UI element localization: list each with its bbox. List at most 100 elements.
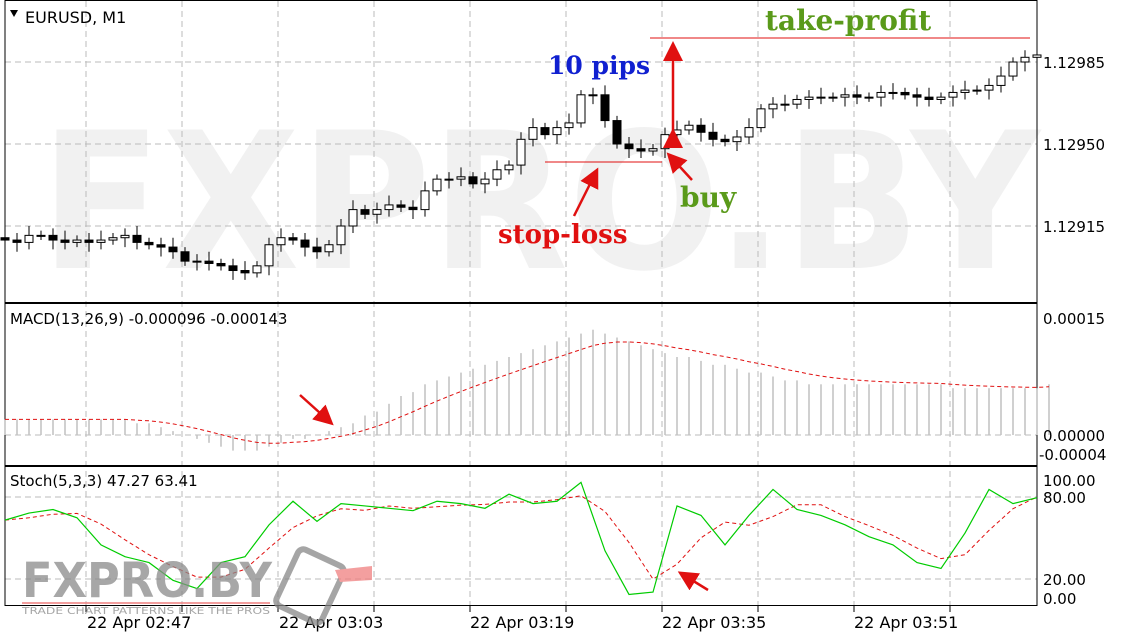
candle-bull	[780, 103, 790, 106]
fxpro-logo: FXPRO.BY TRADE CHART PATTERNS LIKE THE P…	[21, 546, 372, 626]
stoch-cross-arrow	[677, 571, 709, 592]
candle-bull	[72, 239, 82, 243]
candle-bull	[444, 178, 454, 181]
candle-bull	[432, 178, 442, 192]
candle-bear	[912, 94, 922, 98]
stop-loss-arrow	[572, 167, 599, 217]
stoch-main-line	[4, 481, 1038, 596]
candle-bull	[372, 209, 382, 215]
candle-bull	[528, 127, 538, 140]
candle-bull	[876, 91, 886, 98]
candle-bull	[120, 234, 130, 239]
stoch-signal-line	[4, 495, 1038, 580]
candle-bear	[924, 96, 934, 100]
candle-bull	[732, 136, 742, 143]
candle-bull	[888, 91, 898, 94]
candle-bear	[396, 204, 406, 208]
candle-bear	[696, 124, 706, 133]
candle-bull	[864, 96, 874, 99]
candle-bear	[624, 143, 634, 150]
candle-bull	[996, 75, 1006, 86]
time-tick: 22 Apr 03:19	[470, 613, 574, 632]
candle-bear	[228, 265, 238, 272]
candle-bear	[408, 206, 418, 211]
candle-bull	[336, 225, 346, 246]
candle-bull	[348, 209, 358, 227]
candle-bull	[492, 169, 502, 180]
candle-bear	[132, 234, 142, 243]
candle-bear	[612, 120, 622, 145]
triangle-down-icon[interactable]	[10, 10, 18, 17]
pips-label: 10 pips	[548, 51, 650, 80]
candle-bull	[108, 237, 118, 241]
watermark: FXPRO.BY	[40, 92, 1042, 313]
candle-bull	[684, 124, 694, 131]
macd-label: MACD(13,26,9) -0.000096 -0.000143	[10, 310, 287, 328]
candle-bear	[312, 246, 322, 253]
candle-bull	[1032, 54, 1042, 58]
svg-text:TRADE CHART PATTERNS LIKE THE: TRADE CHART PATTERNS LIKE THE PROS	[21, 606, 270, 617]
stoch-tick: 80.00	[1043, 489, 1086, 507]
candle-bull	[456, 176, 466, 180]
candle-bear	[852, 94, 862, 98]
candle-bull	[660, 134, 670, 150]
stoch-lines	[4, 481, 1038, 596]
candle-bear	[60, 239, 70, 243]
macd-signal-line	[5, 341, 1050, 444]
candle-bull	[960, 89, 970, 93]
stop-loss-label: stop-loss	[498, 220, 627, 250]
time-tick: 22 Apr 03:51	[854, 613, 958, 632]
candle-bull	[96, 239, 106, 243]
time-tick: 22 Apr 02:47	[87, 613, 191, 632]
candle-bear	[180, 251, 190, 262]
candle-bull	[252, 265, 262, 274]
candle-bull	[984, 84, 994, 91]
candle-bull	[552, 127, 562, 136]
candle-bull	[576, 94, 586, 124]
candle-bear	[144, 241, 154, 246]
candle-bull	[384, 204, 394, 211]
candle-bear	[168, 246, 178, 253]
candle-bear	[540, 127, 550, 136]
candle-bull	[36, 234, 46, 237]
candle-bull	[840, 94, 850, 98]
stoch-tick: 0.00	[1043, 590, 1076, 608]
candle-bear	[600, 94, 610, 122]
candle-bull	[516, 138, 526, 166]
candle-bull	[504, 164, 514, 171]
candle-bear	[360, 209, 370, 215]
candle-bull	[972, 89, 982, 92]
candle-bull	[276, 237, 286, 246]
macd-pane	[4, 303, 1038, 466]
macd-tick: -0.00004	[1039, 446, 1106, 464]
candle-bear	[12, 239, 22, 243]
candle-bear	[900, 91, 910, 96]
main-pane	[4, 0, 1038, 303]
buy-label: buy	[680, 181, 737, 214]
candle-bear	[300, 239, 310, 248]
candle-bear	[720, 138, 730, 143]
candle-bull	[588, 94, 598, 97]
candle-bull	[756, 108, 766, 129]
hand-icon	[335, 566, 372, 582]
candle-bull	[744, 127, 754, 138]
candle-bear	[468, 176, 478, 185]
stoch-pane	[4, 466, 1038, 606]
candle-bull	[804, 96, 814, 100]
tablet-icon	[273, 546, 347, 626]
candle-bear	[84, 239, 94, 243]
candle-bull	[192, 260, 202, 263]
candle-bear	[204, 260, 214, 264]
candle-bull	[564, 122, 574, 129]
price-tick: 1.12985	[1043, 54, 1105, 72]
candle-bear	[240, 270, 250, 274]
candle-bull	[828, 96, 838, 99]
symbol-label: EURUSD, M1	[25, 8, 126, 27]
time-tick: 22 Apr 03:35	[662, 613, 766, 632]
take-profit-label: take-profit	[765, 4, 931, 37]
candle-bear	[0, 237, 10, 241]
candle-bull	[1008, 61, 1018, 77]
candle-bull	[816, 96, 826, 99]
